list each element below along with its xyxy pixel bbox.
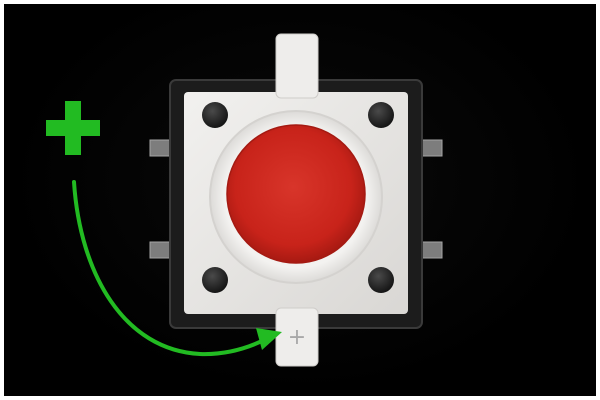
pin-right-top: [419, 139, 443, 157]
green-arrow-head-icon: [256, 328, 282, 350]
green-plus-icon: [46, 101, 100, 155]
pin-left-top: [149, 139, 173, 157]
corner-post-br: [368, 267, 394, 293]
corner-post-bl: [202, 267, 228, 293]
red-button-cap: [226, 124, 366, 264]
pin-right-bottom: [419, 241, 443, 259]
corner-post-tr: [368, 102, 394, 128]
photo-illustration: +: [46, 33, 443, 367]
led-leg-top: [275, 33, 319, 99]
leg-plus-marking: +: [288, 325, 306, 350]
corner-post-tl: [202, 102, 228, 128]
green-arrow: [72, 180, 274, 357]
pin-left-bottom: [149, 241, 173, 259]
photo: +: [4, 4, 596, 396]
